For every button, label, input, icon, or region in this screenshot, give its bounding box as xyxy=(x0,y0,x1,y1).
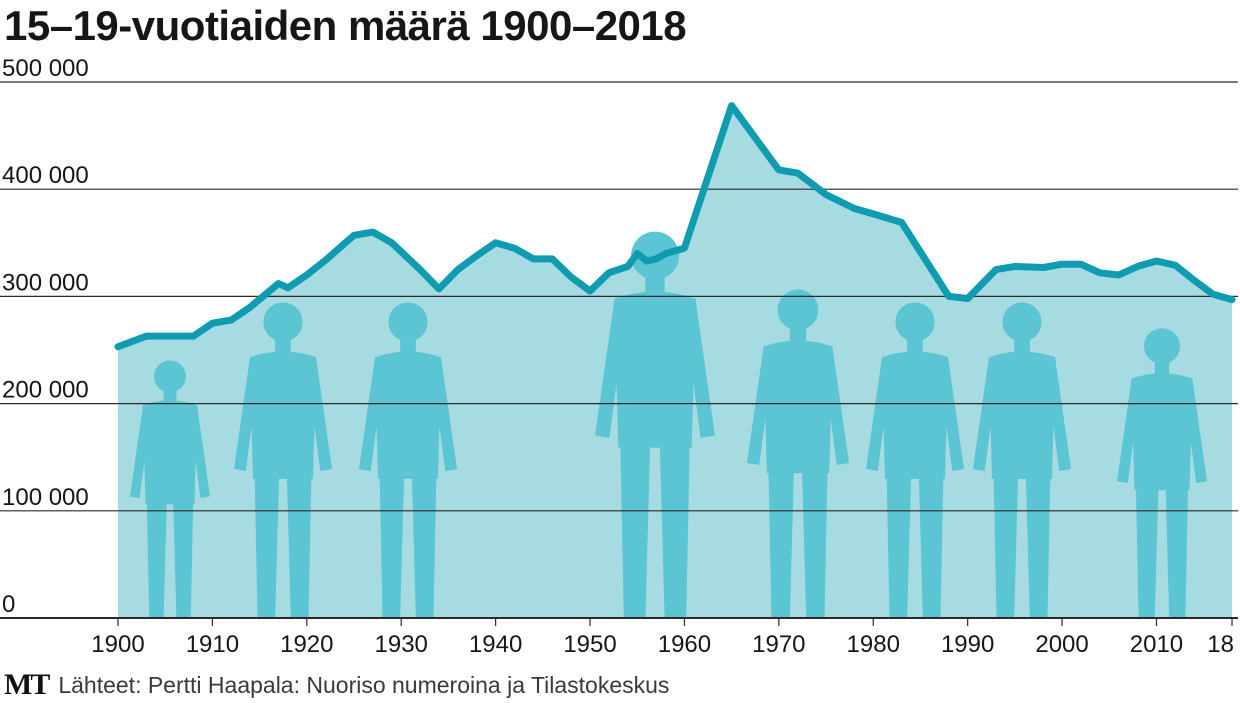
silhouette-layer xyxy=(130,231,1207,618)
source-text: Lähteet: Pertti Haapala: Nuoriso numeroi… xyxy=(58,671,670,698)
x-tick-label-10: 2000 xyxy=(1035,631,1088,658)
silhouette-boy xyxy=(130,360,210,618)
x-tick-label-7: 1970 xyxy=(752,631,805,658)
silhouette-woman-dress xyxy=(747,289,849,618)
x-tick-label-4: 1940 xyxy=(469,631,522,658)
line-layer xyxy=(114,102,1236,351)
x-tick-label-6: 1960 xyxy=(658,631,711,658)
y-tick-label-0: 0 xyxy=(2,591,15,618)
y-tick-label-2: 200 000 xyxy=(2,377,89,404)
x-tick-label-11: 2010 xyxy=(1130,631,1183,658)
silhouette-man-standing xyxy=(359,302,457,618)
x-tick-label-3: 1930 xyxy=(375,631,428,658)
silhouette-dancing-person xyxy=(595,231,715,618)
series-line xyxy=(114,102,1236,351)
footer: MT Lähteet: Pertti Haapala: Nuoriso nume… xyxy=(4,668,669,702)
chart-title: 15–19-vuotiaiden määrä 1900–2018 xyxy=(4,2,687,49)
x-tick-label-12: 18 xyxy=(1207,631,1234,658)
x-tick-label-8: 1980 xyxy=(847,631,900,658)
x-tick-label-9: 1990 xyxy=(941,631,994,658)
grid-layer xyxy=(0,81,1238,626)
y-tick-label-1: 100 000 xyxy=(2,484,89,511)
x-tick-label-2: 1920 xyxy=(280,631,333,658)
silhouette-woman-long-dress xyxy=(234,302,332,618)
label-layer: 0 100 000 200 000 300 000 400 000 500 000 1900… xyxy=(2,55,1234,658)
y-tick-label-3: 300 000 xyxy=(2,269,89,296)
silhouette-man-hands-on-hips xyxy=(973,302,1071,618)
silhouette-girl-pointing xyxy=(1117,328,1207,618)
x-tick-label-1: 1910 xyxy=(186,631,239,658)
mt-logo: MT xyxy=(4,668,50,701)
y-tick-label-5: 500 000 xyxy=(2,55,89,82)
x-tick-label-5: 1950 xyxy=(563,631,616,658)
x-tick-label-0: 1900 xyxy=(91,631,144,658)
silhouette-woman-hands-on-hips xyxy=(866,302,964,618)
y-tick-label-4: 400 000 xyxy=(2,162,89,189)
